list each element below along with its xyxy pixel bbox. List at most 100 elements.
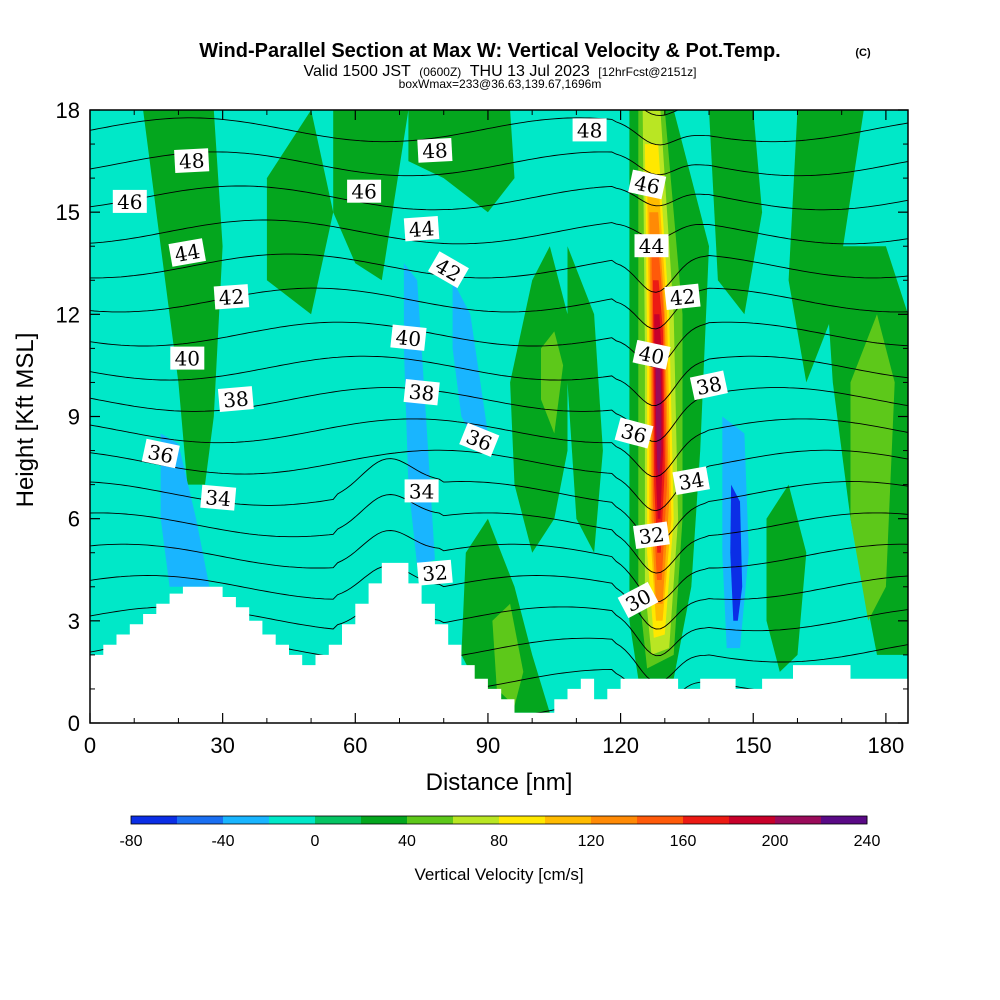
contour-label-box	[168, 238, 206, 267]
subtitle-utc: (0600Z)	[419, 65, 461, 79]
w-region-28	[655, 348, 662, 478]
contour-label: 34	[200, 484, 237, 511]
w-region-5	[567, 246, 603, 553]
colorbar-tick-label: 40	[398, 833, 416, 850]
contour-label-text: 40	[637, 341, 667, 370]
contour-label: 48	[572, 118, 607, 142]
contour-label-text: 36	[146, 440, 176, 469]
contour-label-box	[112, 189, 147, 213]
colorbar-swatch	[637, 816, 684, 824]
contour-label-box	[416, 559, 453, 586]
subtitle-forecast: [12hrFcst@2151z]	[598, 65, 696, 79]
w-region-17	[492, 603, 524, 706]
x-axis-label: Distance [nm]	[426, 769, 573, 796]
x-tick-label: 60	[343, 733, 367, 758]
colorbar-swatch	[499, 816, 546, 824]
contour-label: 46	[628, 169, 667, 199]
colorbar-swatch	[269, 816, 316, 824]
w-region-10	[766, 484, 807, 672]
colorbar-tick-label: 0	[311, 833, 320, 850]
contour-label: 44	[634, 234, 669, 258]
contour-label-box	[213, 284, 250, 310]
y-axis-label: Height [Kft MSL]	[12, 333, 39, 508]
x-tick-label: 90	[476, 733, 500, 758]
contour-label-text: 44	[173, 239, 202, 267]
contour-label-text: 34	[677, 467, 706, 495]
contour-label: 34	[404, 479, 439, 503]
contour-label-text: 48	[178, 148, 205, 173]
contour-label-box	[572, 118, 607, 142]
contour-label: 42	[664, 283, 701, 311]
contour-label-box	[404, 479, 439, 503]
contour-label: 32	[416, 559, 453, 586]
contour-label: 44	[168, 238, 206, 267]
isentrope-43	[90, 253, 908, 293]
y-tick-label: 6	[68, 507, 80, 532]
colorbar: -80 -40 0 40 80 120 160 200 240	[119, 815, 881, 850]
isentrope-34	[90, 530, 908, 603]
w-region-4	[510, 246, 568, 553]
w-region-1	[266, 110, 334, 315]
colorbar-swatch	[315, 816, 362, 824]
colorbar-swatch	[223, 816, 270, 824]
subtitle-date: THU 13 Jul 2023	[470, 63, 590, 80]
colorbar-tick-label: -40	[211, 833, 234, 850]
x-tick-label: 180	[868, 733, 905, 758]
contour-label: 48	[417, 138, 453, 164]
contour-label-text: 32	[421, 560, 448, 586]
w-region-21	[730, 484, 743, 621]
contour-label-text: 48	[577, 118, 602, 142]
colorbar-swatch	[683, 816, 730, 824]
contour-label: 46	[347, 179, 382, 204]
contour-label-text: 38	[408, 379, 436, 406]
y-tick-label: 0	[68, 711, 80, 736]
contour-label-box	[417, 138, 453, 163]
colorbar-swatch	[131, 816, 178, 824]
contour-label: 38	[403, 378, 440, 406]
isentrope-37	[90, 449, 908, 512]
chart-title: Wind-Parallel Section at Max W: Vertical…	[199, 40, 780, 62]
contour-label: 40	[170, 346, 205, 371]
colorbar-tick-label: 240	[854, 833, 881, 850]
contour-label-box	[347, 179, 382, 203]
x-axis-ticks: 0 30 60 90 120 150 180	[84, 110, 904, 758]
isentrope-35	[90, 494, 908, 574]
colorbar-swatch	[775, 816, 822, 824]
subtitle-valid: Valid 1500 JST	[303, 63, 411, 80]
contour-label-text: 42	[218, 284, 245, 310]
contour-label-text: 48	[422, 138, 449, 163]
colorbar-tick-label: 80	[490, 833, 508, 850]
contour-label: 44	[403, 216, 440, 242]
contour-label-box	[174, 148, 210, 173]
contour-label: 46	[112, 189, 147, 214]
contour-label: 34	[672, 466, 710, 495]
x-tick-label: 0	[84, 733, 96, 758]
contour-label-text: 32	[637, 522, 666, 549]
colorbar-swatch	[729, 816, 776, 824]
y-tick-label: 15	[56, 200, 80, 225]
contour-label: 40	[632, 339, 671, 370]
y-tick-label: 9	[68, 405, 80, 430]
contour-label-box	[427, 251, 469, 289]
colorbar-tick-label: -80	[119, 833, 142, 850]
contour-label-box	[617, 581, 659, 619]
contour-label-box	[689, 370, 728, 401]
contour-label-text: 40	[175, 347, 200, 371]
contour-label: 36	[141, 438, 180, 469]
contour-label-text: 46	[351, 180, 376, 204]
y-tick-label: 18	[56, 98, 80, 123]
y-tick-label: 12	[56, 302, 80, 327]
contour-label-text: 38	[222, 386, 249, 412]
contour-label: 32	[632, 521, 670, 549]
plot-area	[90, 110, 908, 723]
contour-label-text: 34	[204, 485, 231, 511]
contour-label-box	[634, 234, 669, 258]
contour-label: 48	[174, 148, 210, 174]
w-region-16	[541, 331, 564, 434]
contour-label-box	[170, 346, 205, 370]
contour-label-box	[672, 466, 710, 495]
contour-label-text: 38	[694, 371, 724, 400]
colorbar-label: Vertical Velocity [cm/s]	[414, 865, 583, 884]
colorbar-swatch	[545, 816, 592, 824]
contour-label-text: 40	[394, 325, 422, 352]
